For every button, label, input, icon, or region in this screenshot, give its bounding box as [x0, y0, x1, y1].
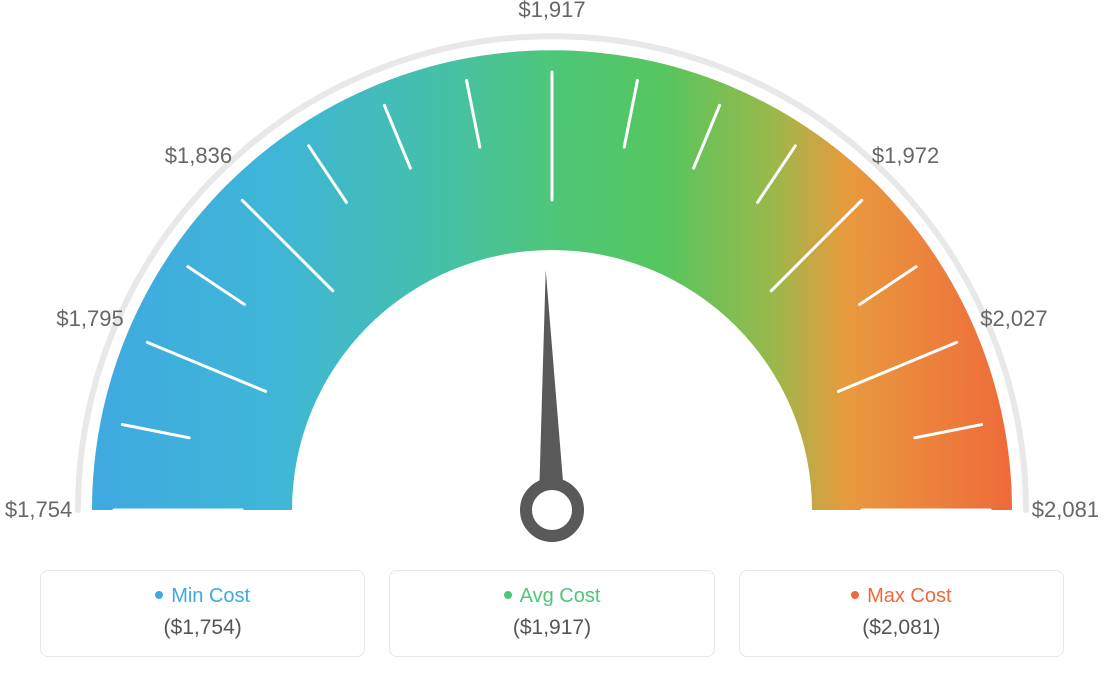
- legend-min-title: Min Cost: [51, 585, 354, 608]
- legend-max-value: ($2,081): [750, 616, 1053, 640]
- gauge-tick-label: $2,027: [980, 306, 1047, 332]
- legend-avg-dot: [504, 591, 512, 599]
- gauge-tick-label: $1,917: [518, 0, 585, 23]
- legend-card-max: Max Cost ($2,081): [739, 570, 1064, 657]
- gauge-tick-label: $1,972: [872, 143, 939, 169]
- gauge-tick-label: $1,836: [165, 143, 232, 169]
- legend-avg-title-text: Avg Cost: [520, 585, 601, 607]
- legend-max-dot: [851, 591, 859, 599]
- legend-avg-title: Avg Cost: [400, 585, 703, 608]
- legend-max-title: Max Cost: [750, 585, 1053, 608]
- legend-avg-value: ($1,917): [400, 616, 703, 640]
- legend-min-title-text: Min Cost: [171, 585, 250, 607]
- gauge-tick-label: $2,081: [1032, 497, 1099, 523]
- gauge-svg: [0, 0, 1104, 560]
- legend-card-avg: Avg Cost ($1,917): [389, 570, 714, 657]
- legend-min-dot: [155, 591, 163, 599]
- legend-max-title-text: Max Cost: [867, 585, 951, 607]
- gauge-chart: $1,754 $1,795 $1,836 $1,917 $1,972 $2,027 $2,0…: [0, 0, 1104, 560]
- gauge-tick-label: $1,754: [5, 497, 72, 523]
- legend-card-min: Min Cost ($1,754): [40, 570, 365, 657]
- gauge-tick-label: $1,795: [56, 306, 123, 332]
- legend-min-value: ($1,754): [51, 616, 354, 640]
- legend-row: Min Cost ($1,754) Avg Cost ($1,917) Max …: [0, 570, 1104, 657]
